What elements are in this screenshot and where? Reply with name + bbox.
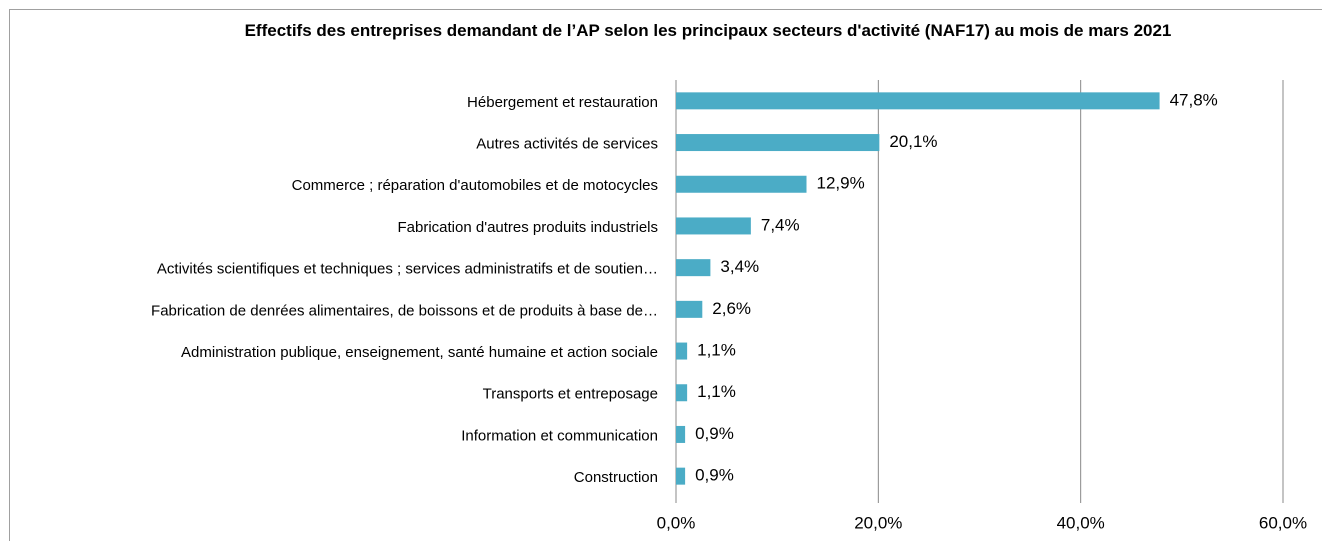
- value-label: 20,1%: [889, 132, 937, 151]
- value-label: 2,6%: [712, 299, 751, 318]
- x-tick-label: 40,0%: [1057, 513, 1105, 532]
- bar: [676, 384, 688, 402]
- y-tick-label: Commerce ; réparation d'automobiles et d…: [292, 177, 658, 194]
- y-tick-label: Activités scientifiques et techniques ; …: [157, 261, 658, 278]
- value-label: 3,4%: [720, 257, 759, 276]
- y-tick-label: Administration publique, enseignement, s…: [181, 344, 658, 361]
- y-tick-label: Fabrication de denrées alimentaires, de …: [151, 302, 658, 319]
- value-label: 12,9%: [817, 174, 865, 193]
- value-label: 1,1%: [697, 382, 736, 401]
- x-tick-label: 60,0%: [1259, 513, 1307, 532]
- bar: [676, 175, 807, 193]
- chart-title: Effectifs des entreprises demandant de l…: [244, 21, 1172, 40]
- bar: [676, 300, 703, 318]
- bar: [676, 259, 711, 277]
- bar: [676, 217, 751, 235]
- y-tick-label: Fabrication d'autres produits industriel…: [398, 219, 659, 236]
- y-tick-label: Construction: [574, 469, 658, 486]
- bar: [676, 92, 1160, 110]
- chart-border: [9, 9, 1322, 541]
- x-tick-label: 20,0%: [854, 513, 902, 532]
- value-label: 1,1%: [697, 341, 736, 360]
- x-tick-label: 0,0%: [657, 513, 696, 532]
- y-tick-label: Hébergement et restauration: [467, 94, 658, 111]
- y-tick-label: Information et communication: [461, 427, 658, 444]
- value-label: 7,4%: [761, 215, 800, 234]
- y-tick-label: Autres activités de services: [476, 136, 658, 153]
- bar: [676, 342, 688, 360]
- value-label: 0,9%: [695, 466, 734, 485]
- bar: [676, 467, 686, 485]
- y-tick-label: Transports et entreposage: [483, 386, 658, 403]
- bar: [676, 134, 880, 152]
- value-label: 47,8%: [1170, 90, 1218, 109]
- bar: [676, 425, 686, 443]
- value-label: 0,9%: [695, 424, 734, 443]
